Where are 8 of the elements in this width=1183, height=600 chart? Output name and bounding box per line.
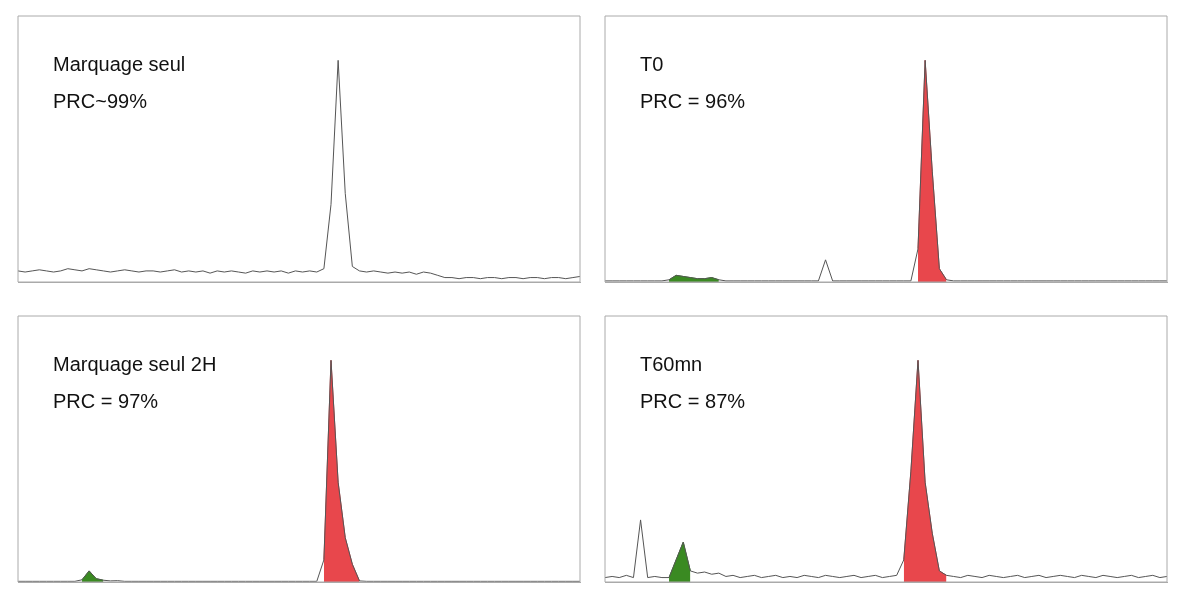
text: PRC = 96% <box>640 90 746 112</box>
chart-title: Marquage seul 2H <box>53 353 217 375</box>
chart-title: T60mn <box>640 353 703 375</box>
text: PRC~99% <box>53 90 148 112</box>
text: PRC = 97% <box>53 390 159 412</box>
chart-title: Marquage seul <box>53 53 186 75</box>
chart-title: T0 <box>640 53 664 75</box>
text: PRC = 87% <box>640 390 746 412</box>
